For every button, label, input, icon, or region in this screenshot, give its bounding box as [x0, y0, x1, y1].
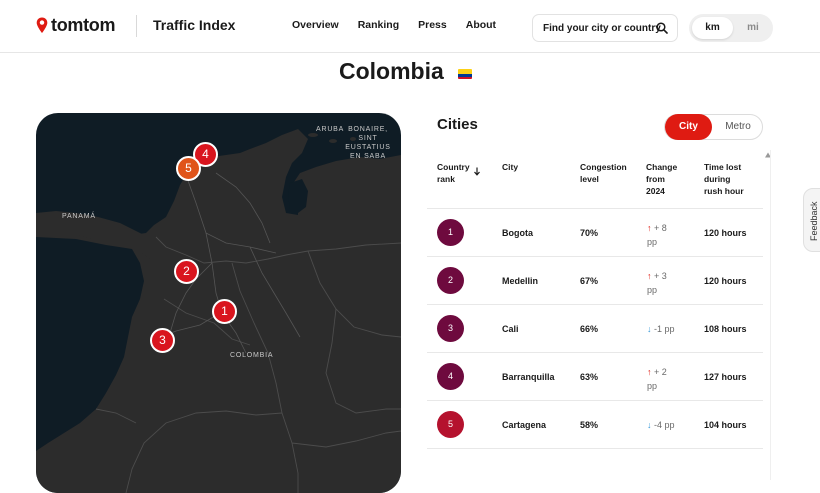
city-name[interactable]: Barranquilla	[502, 372, 555, 382]
congestion-value: 63%	[580, 372, 599, 382]
city-name[interactable]: Cartagena	[502, 420, 547, 430]
col-header-rank[interactable]: Country rank	[437, 162, 470, 184]
city-map[interactable]: ARUBA BONAIRE, SINT EUSTATIUS EN SABA PA…	[36, 113, 401, 493]
arrow-up-icon: ↑	[647, 367, 652, 377]
map-marker-5[interactable]: 5	[176, 156, 201, 181]
rank-badge: 5	[437, 411, 464, 438]
change-text: + 2 pp	[647, 367, 667, 391]
map-label-colombia: COLOMBIA	[230, 352, 274, 359]
pacific	[36, 237, 144, 451]
col-header-time-lost[interactable]: Time lost during rush hour	[704, 162, 744, 196]
congestion-value: 67%	[580, 276, 599, 286]
panama-land	[36, 211, 154, 259]
location-pin-icon	[36, 17, 48, 33]
unit-km-button[interactable]: km	[692, 17, 733, 39]
road-lines	[155, 172, 301, 354]
cities-title: Cities	[437, 116, 478, 133]
search-placeholder: Find your city or country	[543, 22, 661, 34]
city-name[interactable]: Cali	[502, 324, 519, 334]
map-label-bonaire: BONAIRE, SINT EUSTATIUS EN SABA	[345, 126, 391, 160]
city-metro-toggle: City Metro	[664, 114, 763, 140]
change-text: + 3 pp	[647, 271, 667, 295]
time-lost-value: 127 hours	[704, 372, 747, 382]
arrow-up-icon: ↑	[647, 223, 652, 233]
unit-toggle: km mi	[689, 14, 773, 42]
change-text: -1 pp	[654, 324, 675, 334]
product-name[interactable]: Traffic Index	[153, 17, 236, 33]
main-nav: Overview Ranking Press About	[292, 19, 515, 31]
search-icon[interactable]	[656, 22, 668, 34]
sort-down-icon[interactable]	[473, 167, 481, 176]
feedback-tab[interactable]: Feedback	[803, 188, 820, 252]
city-tab[interactable]: City	[665, 114, 712, 140]
scroll-up-icon[interactable]	[765, 152, 771, 158]
arrow-up-icon: ↑	[647, 271, 652, 281]
nav-ranking[interactable]: Ranking	[357, 19, 400, 31]
arrow-down-icon: ↓	[647, 324, 652, 334]
nav-overview[interactable]: Overview	[292, 19, 339, 31]
time-lost-value: 120 hours	[704, 276, 747, 286]
map-marker-2[interactable]: 2	[174, 259, 199, 284]
change-value: ↑ + 2 pp	[647, 365, 677, 393]
nav-about[interactable]: About	[465, 19, 497, 31]
change-value: ↑ + 3 pp	[647, 269, 677, 297]
rank-badge: 2	[437, 267, 464, 294]
col-header-city[interactable]: City	[502, 162, 519, 172]
page-title: Colombia	[339, 58, 444, 84]
congestion-value: 58%	[580, 420, 599, 430]
col-header-congestion[interactable]: Congestion level	[580, 162, 627, 184]
map-marker-3[interactable]: 3	[150, 328, 175, 353]
table-row[interactable]: 1 Bogota 70% ↑ + 8 pp 120 hours	[427, 208, 763, 256]
table-row[interactable]: 4 Barranquilla 63% ↑ + 2 pp 127 hours	[427, 352, 763, 400]
change-value: ↑ + 8 pp	[647, 221, 677, 249]
arrow-down-icon: ↓	[647, 420, 652, 430]
feedback-label: Feedback	[809, 201, 819, 241]
table-row[interactable]: 5 Cartagena 58% ↓ -4 pp 104 hours	[427, 400, 763, 448]
brand-name: tomtom	[51, 15, 116, 35]
city-name[interactable]: Bogota	[502, 228, 533, 238]
unit-mi-button[interactable]: mi	[747, 22, 759, 33]
scrollbar-track[interactable]	[770, 150, 771, 480]
map-label-aruba: ARUBA	[316, 126, 345, 133]
time-lost-value: 120 hours	[704, 228, 747, 238]
congestion-value: 70%	[580, 228, 599, 238]
rank-badge: 4	[437, 363, 464, 390]
table-row[interactable]: 2 Medellin 67% ↑ + 3 pp 120 hours	[427, 256, 763, 304]
change-text: -4 pp	[654, 420, 675, 430]
change-value: ↓ -4 pp	[647, 418, 675, 432]
city-name[interactable]: Medellin	[502, 276, 539, 286]
brand-logo[interactable]: tomtom	[36, 15, 116, 36]
map-marker-1[interactable]: 1	[212, 299, 237, 324]
nav-press[interactable]: Press	[418, 19, 447, 31]
time-lost-value: 108 hours	[704, 324, 747, 334]
rank-badge: 1	[437, 219, 464, 246]
search-box[interactable]: Find your city or country	[532, 14, 678, 42]
colombia-flag-icon	[458, 69, 472, 79]
metro-tab[interactable]: Metro	[725, 121, 751, 132]
logo-divider	[136, 15, 137, 37]
change-value: ↓ -1 pp	[647, 322, 675, 336]
change-text: + 8 pp	[647, 223, 667, 247]
top-bar: tomtom Traffic Index Overview Ranking Pr…	[0, 0, 820, 53]
border-lines	[95, 236, 401, 493]
lake	[288, 179, 308, 213]
table-row[interactable]: 3 Cali 66% ↓ -1 pp 108 hours	[427, 304, 763, 352]
congestion-value: 66%	[580, 324, 599, 334]
table-row-divider	[427, 448, 763, 480]
col-header-change[interactable]: Change from 2024	[646, 162, 678, 196]
time-lost-value: 104 hours	[704, 420, 747, 430]
rank-badge: 3	[437, 315, 464, 342]
map-label-panama: PANAMÁ	[62, 213, 96, 220]
